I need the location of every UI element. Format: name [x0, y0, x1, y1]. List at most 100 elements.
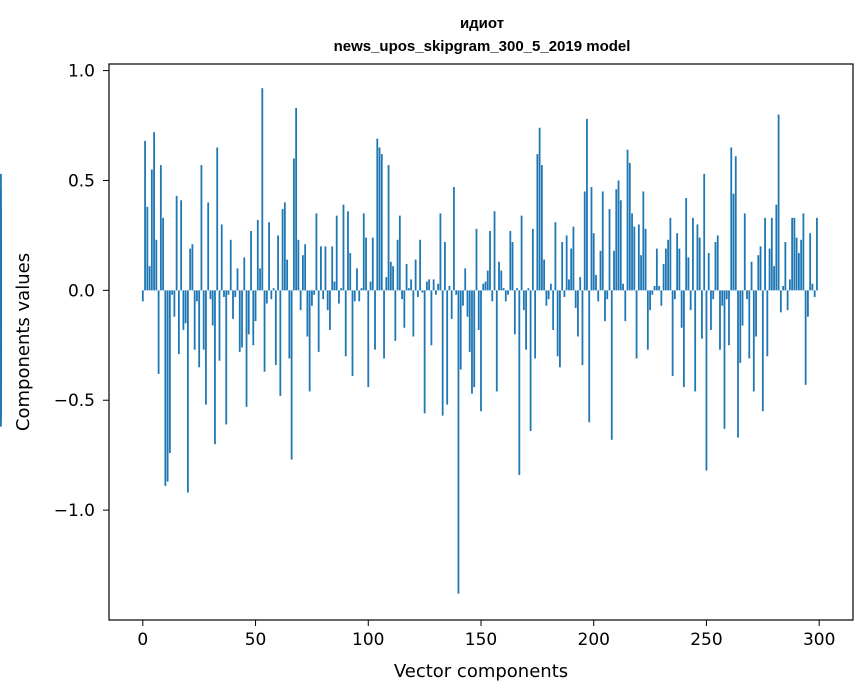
bar-44 [241, 290, 243, 348]
bar-194 [579, 277, 582, 291]
bar-279 [770, 217, 773, 291]
bar-288 [791, 217, 794, 291]
bar-206 [606, 290, 609, 300]
bar-87 [338, 290, 340, 304]
x-tick-label: 50 [245, 630, 267, 650]
bar-28 [205, 290, 207, 405]
bar-243 [689, 290, 692, 311]
bar-271 [752, 290, 755, 392]
bar-18 [182, 290, 185, 330]
bar-241 [685, 198, 688, 291]
plot-frame [108, 63, 854, 621]
bar-227 [653, 285, 656, 291]
bar-263 [734, 156, 737, 291]
bar-196 [583, 191, 586, 291]
bar-203 [599, 250, 602, 291]
bar-189 [568, 279, 570, 291]
bar-244 [692, 217, 694, 291]
bar-201 [595, 274, 597, 291]
bar-218 [633, 226, 636, 291]
bar-14 [173, 290, 176, 317]
bar-101 [369, 281, 372, 291]
bar-20 [187, 290, 189, 493]
x-axis-label: Vector components [394, 661, 568, 682]
bar-10 [164, 290, 167, 486]
bar-247 [698, 237, 701, 291]
bar-181 [549, 283, 552, 291]
bar-286 [786, 290, 789, 311]
bar-153 [486, 270, 489, 291]
bar-3 [148, 266, 151, 291]
x-tick-label: 150 [465, 630, 497, 650]
bar-54 [263, 290, 266, 372]
x-tick-label: 250 [690, 630, 722, 650]
bar-164 [511, 242, 514, 291]
x-tick-label: 200 [578, 630, 610, 650]
bar-64 [286, 259, 289, 291]
bar-180 [547, 290, 550, 300]
bar-80 [322, 290, 325, 300]
bar-109 [387, 165, 390, 291]
bar-297 [811, 283, 814, 291]
bar-34 [218, 290, 221, 361]
bar-52 [259, 268, 261, 291]
bar-128 [430, 290, 433, 346]
bar-179 [545, 290, 548, 306]
bar-series [0, 88, 818, 594]
bar-98 [362, 213, 365, 291]
bar-19 [184, 290, 187, 324]
bar-68 [295, 107, 298, 291]
bar-124 [421, 290, 424, 293]
bar-121 [414, 259, 417, 291]
bar-113 [396, 239, 399, 291]
bar-5 [153, 132, 155, 291]
bar-175 [536, 154, 539, 291]
bar-235 [671, 290, 674, 377]
bar-65 [288, 290, 291, 359]
bar-265 [739, 290, 742, 363]
bar-83 [329, 290, 331, 330]
bar-56 [268, 222, 270, 291]
bar-184 [556, 290, 559, 357]
bar-6 [155, 239, 158, 291]
bar-216 [628, 162, 631, 291]
bar-298 [813, 290, 816, 297]
bar-146 [471, 290, 473, 394]
bar-295 [807, 290, 809, 317]
bar-259 [725, 290, 728, 300]
bar-158 [498, 261, 500, 291]
bar-246 [696, 224, 699, 291]
bar-62 [281, 209, 284, 291]
bar-59 [274, 290, 277, 366]
bar-220 [637, 224, 640, 291]
bar-117 [405, 263, 408, 291]
bar-125 [423, 290, 426, 414]
bar-210 [615, 189, 618, 291]
y-tick-label: 0.0 [68, 281, 95, 301]
bar-96 [358, 290, 361, 302]
bar-114 [398, 215, 401, 291]
bar-115 [401, 290, 403, 300]
bar-192 [574, 290, 577, 308]
bar-129 [432, 279, 435, 291]
bar-170 [525, 290, 527, 350]
bar-260 [728, 290, 730, 346]
bar-219 [635, 290, 638, 359]
bar-171 [527, 288, 530, 291]
bar-47 [247, 290, 250, 335]
bar-283 [779, 290, 782, 313]
bar-103 [374, 290, 376, 350]
bar-45 [243, 257, 246, 291]
bar-89 [342, 204, 345, 291]
bar-258 [723, 290, 726, 429]
bar-266 [741, 290, 744, 326]
bar-183 [554, 222, 557, 291]
bar-242 [687, 257, 690, 291]
bar-84 [331, 246, 334, 291]
bar-211 [617, 180, 620, 291]
bar-88 [340, 288, 343, 291]
y-tick-label: −1.0 [54, 501, 95, 521]
bar-148 [475, 228, 478, 291]
bar-11 [166, 290, 169, 482]
bar-177 [540, 165, 543, 291]
